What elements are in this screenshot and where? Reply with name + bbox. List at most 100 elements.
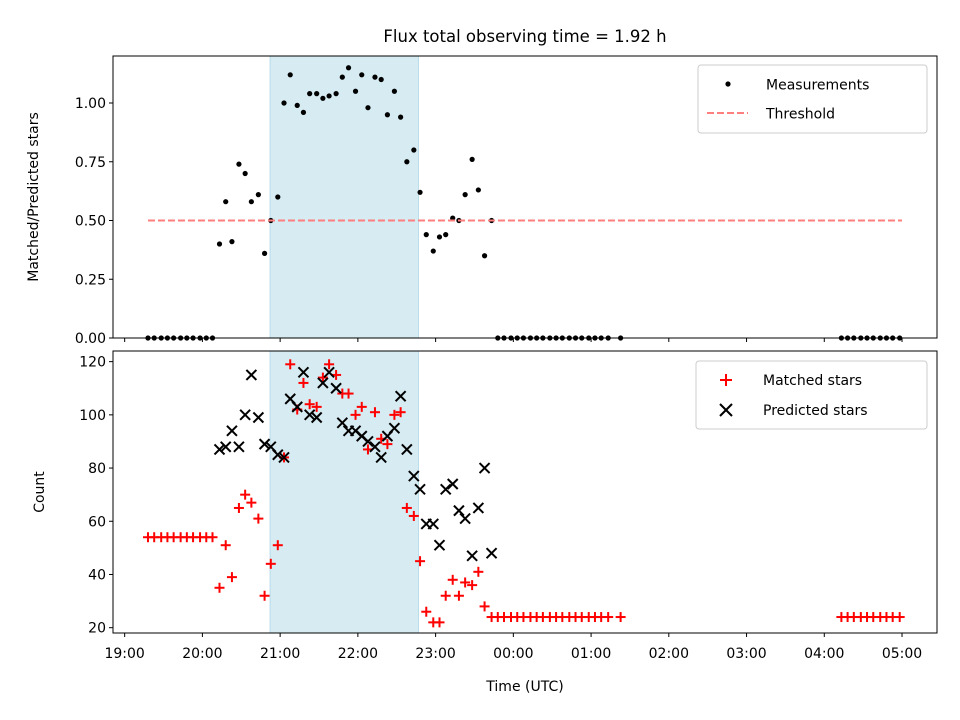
matched-stars-point — [460, 577, 471, 588]
predicted-stars-point — [272, 449, 284, 461]
matched-stars-point — [356, 401, 367, 412]
matched-stars-point — [311, 401, 322, 412]
matched-stars-point — [272, 540, 283, 551]
matched-stars-point — [894, 612, 905, 623]
legend-threshold-label: Threshold — [765, 107, 835, 123]
matched-stars-point — [615, 612, 626, 623]
matched-stars-point — [421, 606, 432, 617]
measurement-point — [242, 170, 248, 177]
measurement-point — [261, 250, 268, 256]
matched-stars-point — [343, 388, 354, 399]
predicted-stars-point — [446, 478, 459, 490]
predicted-stars-point — [220, 441, 232, 453]
matched-stars-point — [467, 580, 478, 591]
bottom-xtick-label: 23:00 — [415, 646, 455, 662]
matched-stars-point — [389, 409, 400, 420]
measurement-point — [352, 88, 359, 94]
bottom-legend: Matched stars Predicted stars — [695, 360, 928, 430]
bottom-panel: 20 40 60 80 100 120 19:00 20:00 21:00 22:00 23:00 0… — [32, 350, 938, 695]
predicted-stars-point — [323, 366, 335, 378]
matched-stars-point — [246, 497, 257, 508]
predicted-stars-point — [433, 539, 446, 551]
matched-stars-point — [401, 502, 412, 513]
predicted-stars-point — [278, 451, 290, 464]
bot-ytick-label: 120 — [79, 355, 106, 371]
measurement-point — [314, 91, 320, 97]
measurement-point — [423, 232, 429, 238]
bottom-xtick-label: 21:00 — [260, 646, 300, 662]
measurement-point — [398, 114, 404, 120]
top-ylabel: Matched/Predicted stars — [26, 112, 42, 282]
bottom-xtick-label: 05:00 — [882, 646, 922, 662]
measurement-point — [391, 88, 398, 94]
matched-stars-point — [317, 372, 328, 383]
predicted-stars-point — [466, 550, 478, 562]
matched-stars-point — [285, 359, 296, 370]
matched-stars-point — [350, 409, 361, 420]
measurement-point — [281, 100, 287, 106]
matched-stars-point — [240, 489, 251, 500]
predicted-stars-point — [414, 483, 426, 496]
legend-measurements-label: Measurements — [766, 78, 869, 94]
matched-stars-point — [434, 617, 445, 628]
predicted-stars-point — [213, 443, 226, 456]
matched-stars-point — [214, 582, 225, 593]
measurement-point — [378, 76, 384, 83]
bottom-xtick-label: 00:00 — [493, 646, 533, 662]
bottom-xtick-label: 01:00 — [571, 646, 611, 662]
measurement-point — [300, 109, 307, 115]
matched-stars-point — [603, 612, 614, 623]
measurement-point — [436, 234, 443, 240]
predicted-stars-point — [472, 502, 485, 514]
bottom-legend-box — [695, 360, 928, 430]
matched-stars-point — [233, 502, 244, 513]
measurement-point — [345, 65, 352, 71]
predicted-stars-point — [233, 441, 245, 453]
measurement-point — [384, 112, 391, 118]
predicted-stars-point — [375, 451, 387, 464]
matched-stars-point — [259, 590, 270, 601]
measurement-point — [469, 156, 475, 162]
top-ytick-label: 0.50 — [75, 214, 106, 230]
matched-stars-point — [447, 574, 458, 585]
predicted-stars-point — [336, 417, 349, 429]
bottom-xtick-label: 03:00 — [726, 646, 766, 662]
matched-stars-point — [395, 407, 406, 418]
bottom-ylabel: Count — [32, 471, 48, 513]
measurement-point — [320, 95, 326, 101]
predicted-stars-point — [459, 512, 471, 525]
matched-stars-point — [226, 572, 237, 583]
predicted-stars-point — [427, 518, 439, 530]
bottom-xtick-label: 20:00 — [182, 646, 222, 662]
measurement-point — [255, 192, 261, 198]
top-ytick-label: 0.00 — [75, 331, 106, 347]
measurement-point — [475, 187, 481, 193]
top-ticks: 0.00 0.25 0.50 0.75 1.00 — [75, 96, 903, 347]
top-highlight-span — [269, 55, 420, 339]
predicted-stars-point — [291, 401, 303, 413]
matched-stars-point — [298, 377, 309, 388]
bot-ytick-label: 100 — [79, 408, 106, 424]
predicted-stars-point — [401, 443, 413, 456]
bot-ytick-label: 80 — [88, 461, 106, 477]
bot-ytick-label: 60 — [88, 514, 106, 530]
matched-stars-point — [479, 601, 490, 612]
bot-ytick-label: 20 — [88, 621, 106, 637]
matched-stars-point — [440, 590, 451, 601]
predicted-stars-point — [239, 409, 251, 421]
measurement-point — [223, 199, 229, 205]
predicted-stars-point — [369, 441, 381, 453]
matched-stars-point — [324, 359, 335, 370]
matched-stars-point — [253, 513, 264, 524]
measurement-point — [450, 215, 456, 221]
bottom-xlabel: Time (UTC) — [485, 679, 563, 695]
predicted-stars-point — [303, 409, 316, 421]
bottom-series-layer — [142, 359, 905, 628]
measurement-point — [481, 253, 488, 259]
measurement-point — [411, 147, 417, 153]
predicted-stars-point — [310, 411, 323, 424]
measurement-point — [339, 74, 345, 80]
measurement-point — [294, 102, 300, 108]
matched-stars-point — [207, 532, 218, 543]
